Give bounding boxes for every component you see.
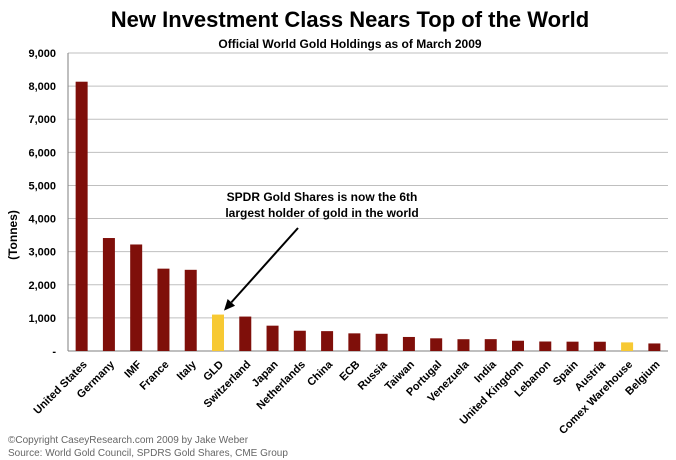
bar-italy [184, 269, 197, 351]
y-tick-label: 3,000 [28, 247, 56, 259]
annotation-line-1: SPDR Gold Shares is now the 6th [227, 190, 418, 204]
category-label: Italy [175, 358, 200, 383]
y-tick-label: 5,000 [28, 180, 56, 192]
category-label: IMF [122, 358, 144, 380]
y-tick-label: 8,000 [28, 81, 56, 93]
bars [75, 81, 661, 351]
bar-france [157, 268, 170, 351]
y-tick-labels: - 1,000 2,000 3,000 4,000 5,000 6,000 7,000 8,00… [28, 48, 56, 358]
bar-imf [130, 244, 143, 351]
annotation-arrowhead-icon [224, 299, 236, 311]
y-tick-label: 9,000 [28, 48, 56, 60]
y-tick-label: 2,000 [28, 280, 56, 292]
y-tick-label: 7,000 [28, 114, 56, 126]
bar-belgium [648, 343, 661, 351]
bar-india [484, 339, 497, 351]
y-tick-label: 1,000 [28, 313, 56, 325]
y-tick-label: 6,000 [28, 147, 56, 159]
bar-venezuela [457, 339, 470, 351]
y-axis-label: (Tonnes) [6, 210, 20, 260]
bar-gld [212, 314, 224, 351]
bar-united-kingdom [512, 340, 524, 351]
bar-netherlands [293, 330, 306, 351]
bar-united-states [75, 81, 88, 351]
category-label: Netherlands [254, 359, 307, 412]
bar-spain [566, 341, 579, 351]
bar-comex-warehouse [621, 342, 634, 351]
category-label: China [305, 358, 336, 389]
bar-austria [593, 341, 606, 351]
chart-subtitle: Official World Gold Holdings as of March… [218, 37, 481, 51]
bar-lebanon [539, 341, 552, 351]
bar-germany [102, 238, 115, 351]
footer-copyright: ©Copyright CaseyResearch.com 2009 by Jak… [8, 435, 249, 446]
y-tick-label: 4,000 [28, 214, 56, 226]
footer-source: Source: World Gold Council, SPDRS Gold S… [8, 448, 288, 459]
bar-russia [375, 333, 388, 351]
bar-portugal [430, 338, 443, 351]
bar-china [321, 331, 334, 351]
y-tick-label: - [52, 346, 56, 358]
annotation-line-2: largest holder of gold in the world [225, 206, 418, 220]
bar-japan [266, 325, 279, 351]
annotation: SPDR Gold Shares is now the 6th largest … [224, 190, 419, 311]
bar-switzerland [239, 316, 252, 351]
annotation-arrow [230, 227, 299, 304]
category-label: France [138, 359, 172, 393]
bar-taiwan [402, 336, 415, 351]
chart-title: New Investment Class Nears Top of the Wo… [111, 7, 589, 32]
bar-ecb [348, 333, 361, 351]
